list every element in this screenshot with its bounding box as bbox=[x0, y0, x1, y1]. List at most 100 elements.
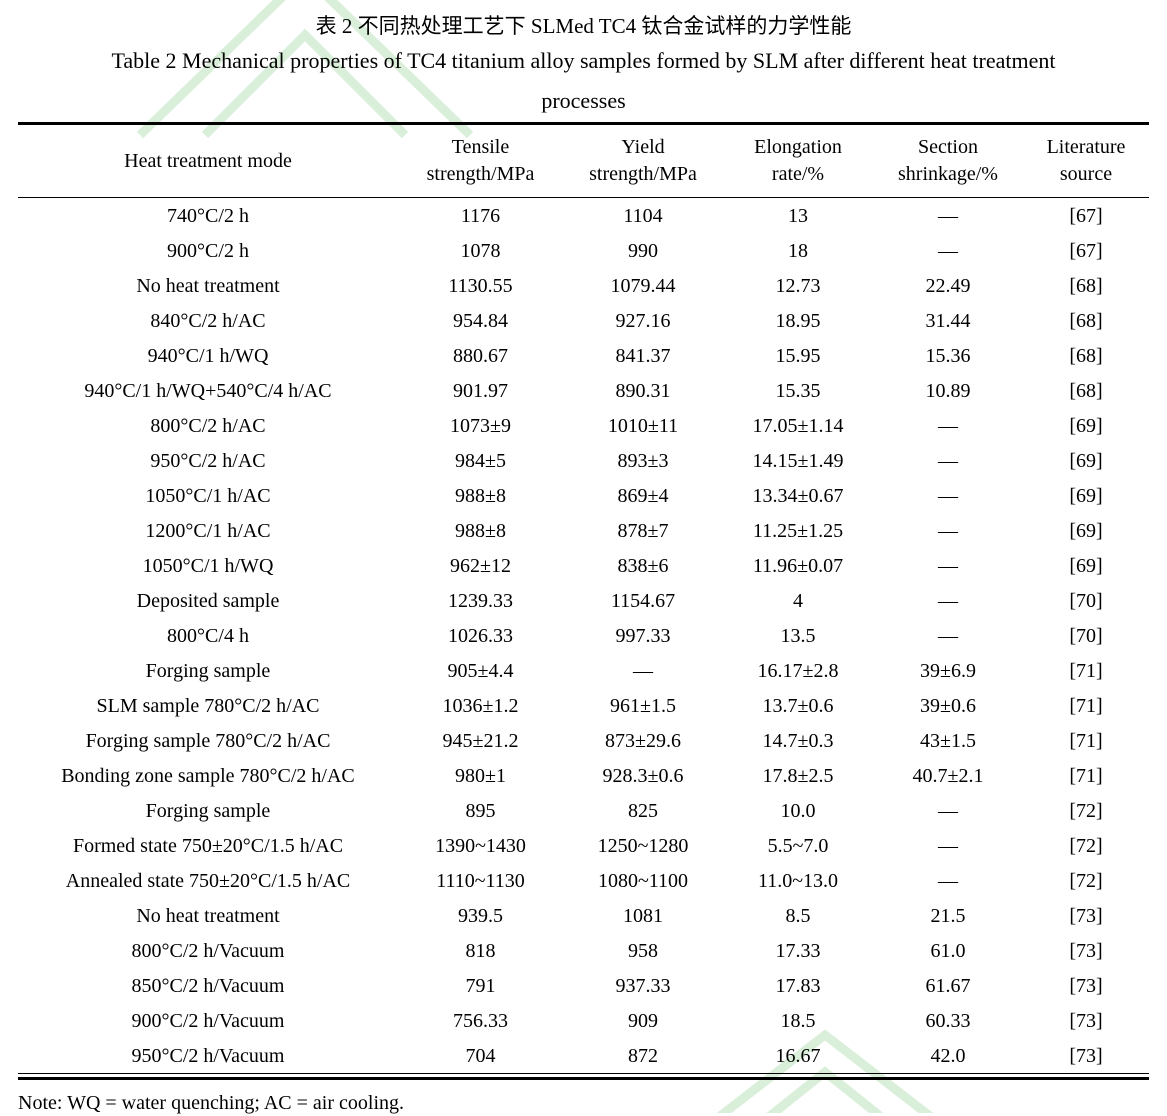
table-row: Forging sample 895 825 10.0 — [72] bbox=[18, 793, 1149, 828]
header-line: shrinkage/% bbox=[898, 163, 998, 185]
table-cell: [72] bbox=[1069, 834, 1103, 857]
table-cell: 1110~1130 bbox=[436, 869, 525, 892]
table-cell: No heat treatment bbox=[136, 274, 280, 297]
table-cell: — bbox=[938, 449, 958, 472]
table-cell: — bbox=[938, 519, 958, 542]
col-header-elongation-rate: Elongation rate/% bbox=[723, 123, 873, 198]
table-cell: 1200°C/1 h/AC bbox=[145, 519, 271, 542]
table-cell: Annealed state 750±20°C/1.5 h/AC bbox=[65, 869, 351, 892]
table-cell: [68] bbox=[1069, 309, 1103, 332]
table-cell: 31.44 bbox=[925, 309, 971, 332]
table-cell: [68] bbox=[1069, 379, 1103, 402]
table-cell: 16.17±2.8 bbox=[757, 659, 839, 682]
table-cell: 950°C/2 h/Vacuum bbox=[131, 1044, 285, 1067]
table-cell: 954.84 bbox=[453, 309, 508, 332]
table-cell: 1078 bbox=[460, 239, 501, 262]
table-cell: [69] bbox=[1069, 414, 1103, 437]
table-cell: 61.0 bbox=[930, 939, 966, 962]
table-cell: 800°C/2 h/Vacuum bbox=[131, 939, 285, 962]
table-row: No heat treatment 939.5 1081 8.5 21.5 [73] bbox=[18, 898, 1149, 933]
table-title-english-line2: processes bbox=[541, 88, 626, 113]
table-cell: [71] bbox=[1069, 764, 1103, 787]
table-cell: 905±4.4 bbox=[447, 659, 514, 682]
table-row: 740°C/2 h 1176 1104 13 — [67] bbox=[18, 198, 1149, 234]
table-cell: 15.95 bbox=[775, 344, 821, 367]
table-row: 940°C/1 h/WQ 880.67 841.37 15.95 15.36 [68] bbox=[18, 338, 1149, 373]
table-cell: [69] bbox=[1069, 519, 1103, 542]
table-cell: — bbox=[938, 834, 958, 857]
table-cell: 818 bbox=[465, 939, 496, 962]
table-row: 1200°C/1 h/AC 988±8 878±7 11.25±1.25 — [69] bbox=[18, 513, 1149, 548]
table-cell: 873±29.6 bbox=[605, 729, 681, 752]
table-cell: 17.83 bbox=[775, 974, 821, 997]
table-cell: 872 bbox=[628, 1044, 658, 1067]
table-cell: 928.3±0.6 bbox=[602, 764, 684, 787]
table-row: 800°C/2 h/Vacuum 818 958 17.33 61.0 [73] bbox=[18, 933, 1149, 968]
table-cell: 840°C/2 h/AC bbox=[150, 309, 266, 332]
table-cell: 890.31 bbox=[615, 379, 671, 402]
table-cell: 937.33 bbox=[615, 974, 671, 997]
table-cell: [72] bbox=[1069, 799, 1103, 822]
table-cell: 17.8±2.5 bbox=[762, 764, 834, 787]
table-row: Deposited sample 1239.33 1154.67 4 — [70] bbox=[18, 583, 1149, 618]
table-cell: Forging sample bbox=[145, 799, 271, 822]
table-title-english-line1: Table 2 Mechanical properties of TC4 tit… bbox=[111, 48, 1056, 73]
table-cell: 958 bbox=[628, 939, 658, 962]
table-cell: 39±0.6 bbox=[920, 694, 976, 717]
table-cell: 1080~1100 bbox=[597, 869, 689, 892]
table-cell: Formed state 750±20°C/1.5 h/AC bbox=[72, 834, 344, 857]
table-cell: 13 bbox=[788, 204, 808, 227]
table-row: Forging sample 905±4.4 — 16.17±2.8 39±6.9 [71… bbox=[18, 653, 1149, 688]
table-cell: 1250~1280 bbox=[597, 834, 689, 857]
col-header-literature-source: Literature source bbox=[1023, 123, 1149, 198]
table-cell: [73] bbox=[1069, 1044, 1103, 1067]
table-cell: — bbox=[938, 799, 958, 822]
table-cell: [73] bbox=[1069, 974, 1103, 997]
table-cell: 13.7±0.6 bbox=[762, 694, 834, 717]
table-cell: 16.67 bbox=[775, 1044, 821, 1067]
table-cell: 980±1 bbox=[455, 764, 506, 787]
table-cell: 704 bbox=[465, 1044, 496, 1067]
table-cell: 1239.33 bbox=[448, 589, 513, 612]
header-line: source bbox=[1059, 163, 1113, 185]
table-cell: [71] bbox=[1069, 659, 1103, 682]
table-row: Formed state 750±20°C/1.5 h/AC 1390~1430 1… bbox=[18, 828, 1149, 863]
table-header: Heat treatment mode Tensile strength/MPa… bbox=[18, 123, 1149, 198]
table-cell: Forging sample 780°C/2 h/AC bbox=[85, 729, 331, 752]
table-cell: 60.33 bbox=[925, 1009, 971, 1032]
table-cell: [73] bbox=[1069, 904, 1103, 927]
table-cell: 900°C/2 h/Vacuum bbox=[131, 1009, 285, 1032]
table-cell: — bbox=[938, 589, 958, 612]
table-cell: 740°C/2 h bbox=[167, 204, 249, 227]
header-line: Literature bbox=[1046, 136, 1126, 158]
table-cell: 17.33 bbox=[775, 939, 821, 962]
table-cell: 1154.67 bbox=[610, 589, 676, 612]
table-cell: [71] bbox=[1069, 729, 1103, 752]
table-cell: — bbox=[938, 624, 958, 647]
table-cell: [67] bbox=[1069, 204, 1103, 227]
table-cell: 43±1.5 bbox=[920, 729, 976, 752]
table-row: No heat treatment 1130.55 1079.44 12.73 22.4… bbox=[18, 268, 1149, 303]
table-cell: 13.5 bbox=[780, 624, 816, 647]
table-cell: 988±8 bbox=[455, 519, 506, 542]
mechanical-properties-table: Heat treatment mode Tensile strength/MPa… bbox=[18, 122, 1149, 1074]
header-row: Heat treatment mode Tensile strength/MPa… bbox=[18, 123, 1149, 198]
table-cell: 14.15±1.49 bbox=[752, 449, 844, 472]
table-cell: 1104 bbox=[623, 204, 663, 227]
table-body: 740°C/2 h 1176 1104 13 — [67] 900°C/2 h 1078 990… bbox=[18, 198, 1149, 1074]
table-cell: 961±1.5 bbox=[610, 694, 676, 717]
header-line: Section bbox=[918, 136, 978, 158]
table-row: 900°C/2 h 1078 990 18 — [67] bbox=[18, 233, 1149, 268]
table-cell: 1390~1430 bbox=[435, 834, 526, 857]
table-cell: 1050°C/1 h/WQ bbox=[142, 554, 274, 577]
table-cell: 939.5 bbox=[458, 904, 503, 927]
table-cell: 5.5~7.0 bbox=[767, 834, 829, 857]
table-cell: 1081 bbox=[623, 904, 663, 927]
table-cell: 850°C/2 h/Vacuum bbox=[131, 974, 285, 997]
table-cell: — bbox=[938, 414, 958, 437]
table-cell: 880.67 bbox=[453, 344, 508, 367]
table-cell: 40.7±2.1 bbox=[912, 764, 984, 787]
table-container: Heat treatment mode Tensile strength/MPa… bbox=[18, 122, 1149, 1080]
table-cell: 825 bbox=[628, 799, 658, 822]
table-cell: 895 bbox=[465, 799, 496, 822]
